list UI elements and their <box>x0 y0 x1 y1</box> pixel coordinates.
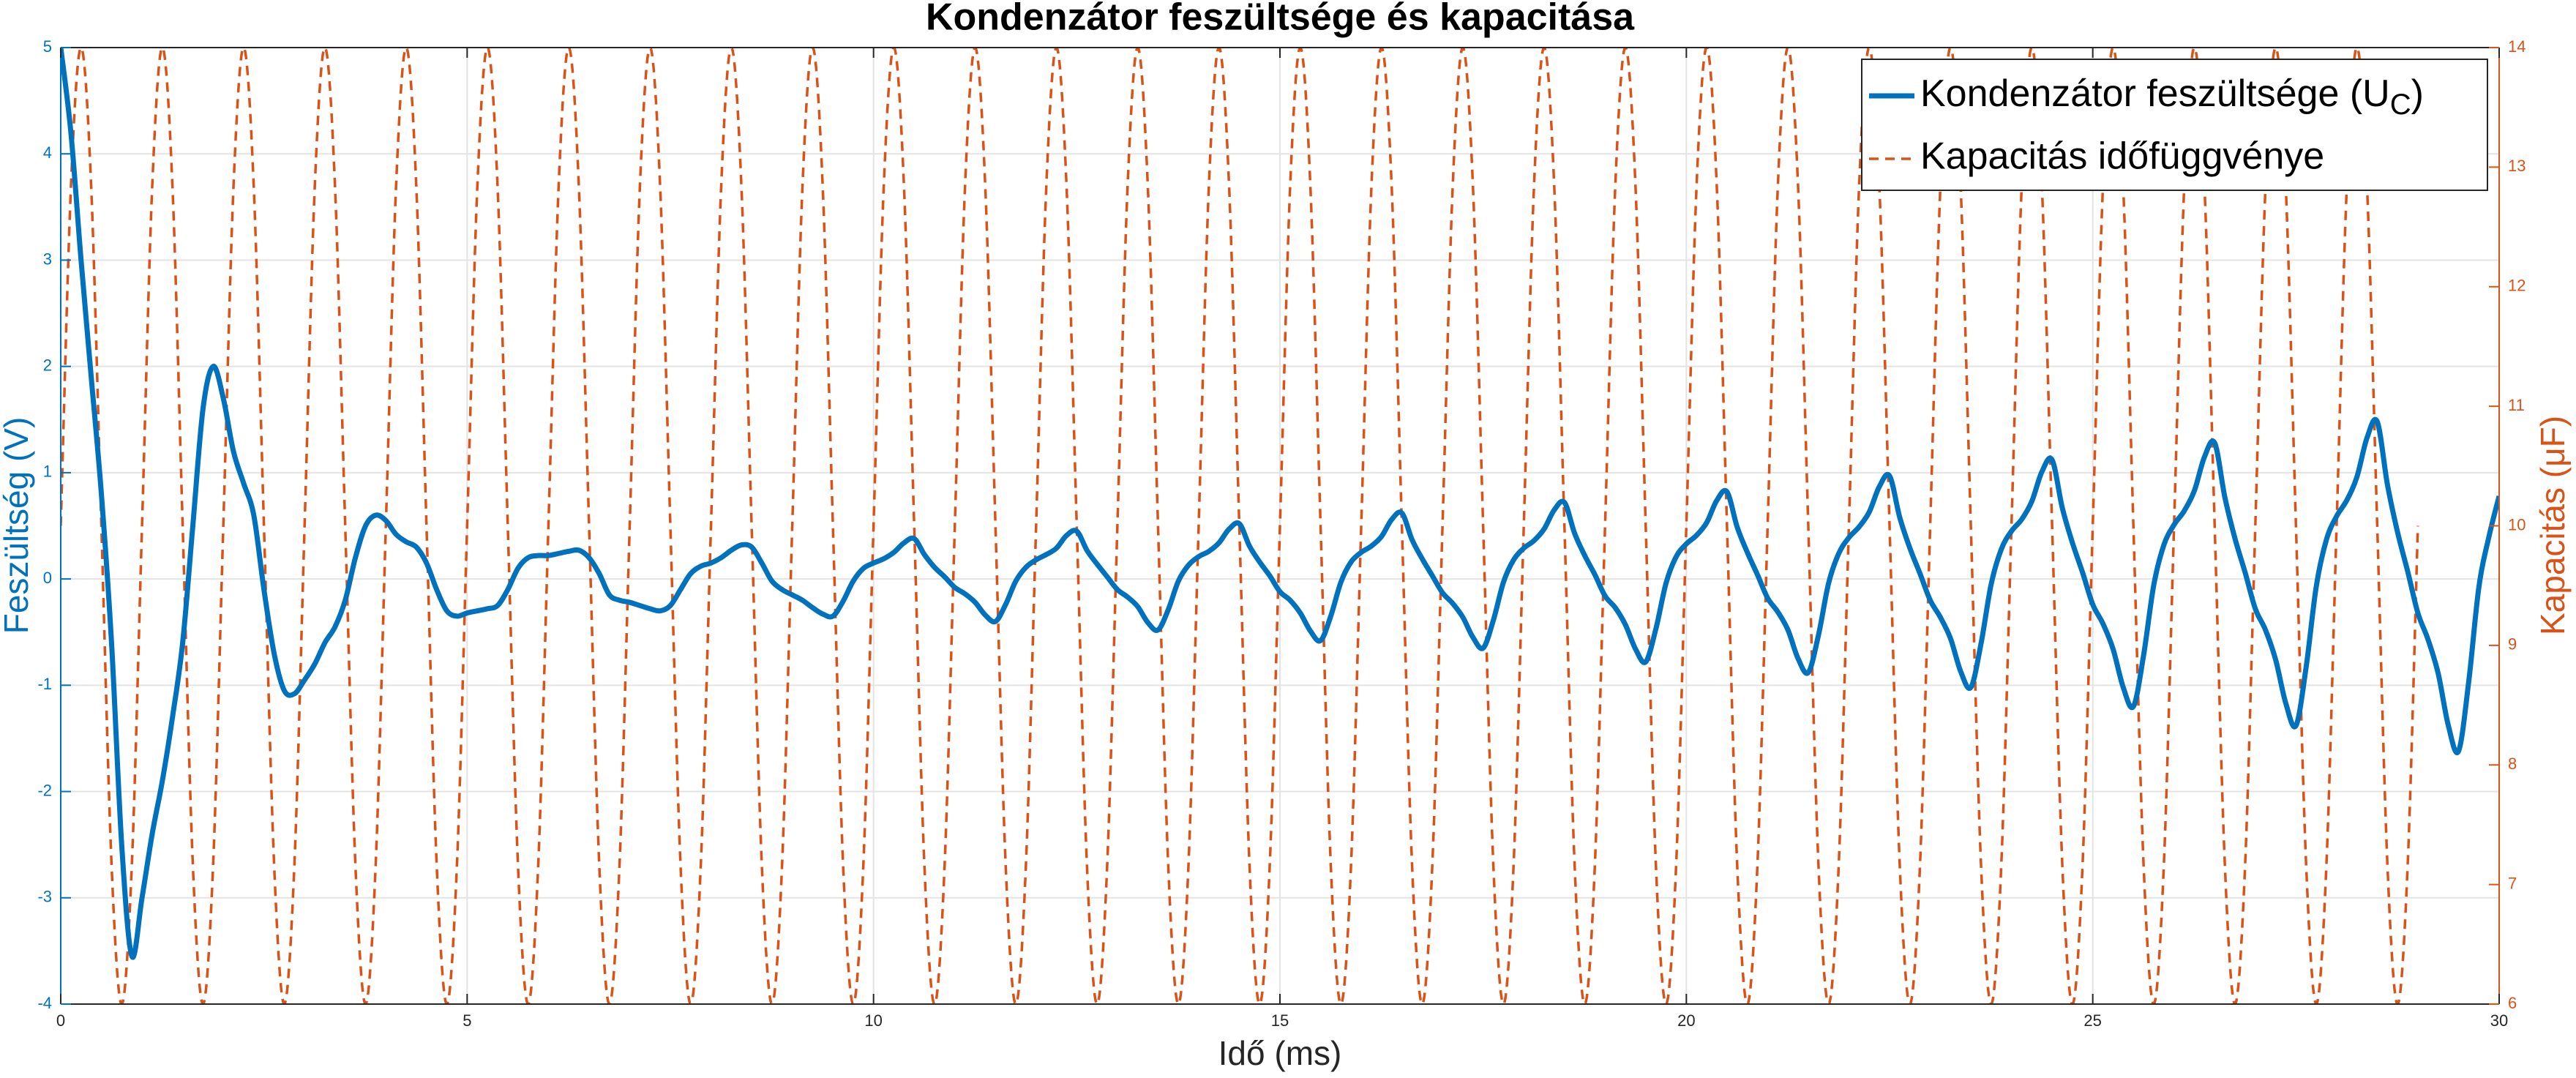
y2-tick-label: 6 <box>2508 994 2517 1012</box>
x-tick-label: 0 <box>56 1011 65 1030</box>
line-series <box>61 48 2499 960</box>
y-tick-label: -4 <box>37 994 52 1012</box>
y2-tick-label: 11 <box>2508 396 2525 414</box>
line-series <box>61 48 2419 1004</box>
y-tick-label: 2 <box>43 356 52 374</box>
y-tick-label: 4 <box>43 143 52 162</box>
y2-tick-label: 7 <box>2508 874 2517 892</box>
y2-axis-label: Kapacitás (μF) <box>2534 416 2572 635</box>
x-tick-label: 15 <box>1271 1011 1289 1030</box>
y2-tick-label: 12 <box>2508 277 2526 295</box>
y-tick-label: 3 <box>43 250 52 268</box>
y-tick-label: -1 <box>37 675 52 693</box>
y-tick-label: 0 <box>43 569 52 587</box>
plot-area <box>61 48 2499 1004</box>
y-tick-label: -3 <box>37 888 52 906</box>
y2-tick-label: 10 <box>2508 515 2526 534</box>
x-axis-label: Idő (ms) <box>1218 1034 1342 1072</box>
x-tick-label: 25 <box>2083 1011 2101 1030</box>
y-axis-label: Feszültség (V) <box>0 417 35 635</box>
legend-label: Kapacitás időfüggvénye <box>1920 135 2324 178</box>
legend-box <box>1861 59 2488 191</box>
x-tick-label: 5 <box>463 1011 471 1030</box>
x-tick-label: 20 <box>1677 1011 1695 1030</box>
y2-tick-label: 9 <box>2508 635 2517 654</box>
x-tick-label: 10 <box>864 1011 882 1030</box>
y2-tick-label: 8 <box>2508 755 2517 773</box>
x-tick-label: 30 <box>2490 1011 2508 1030</box>
y-tick-label: 5 <box>43 37 52 56</box>
y2-tick-label: 13 <box>2508 157 2526 175</box>
y-tick-label: 1 <box>43 463 52 481</box>
legend-label: Kondenzátor feszültsége (UC) <box>1920 72 2424 121</box>
y-tick-label: -2 <box>37 781 52 799</box>
chart-title: Kondenzátor feszültsége és kapacitása <box>926 0 1635 39</box>
y2-tick-label: 14 <box>2508 37 2526 56</box>
